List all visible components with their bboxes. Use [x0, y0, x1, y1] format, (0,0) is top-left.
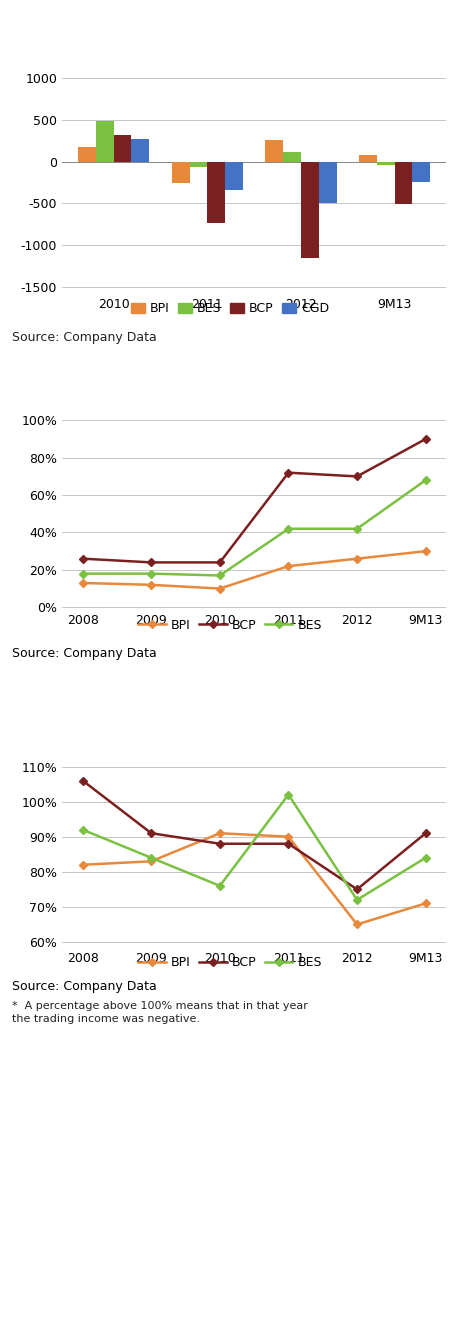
Bar	[113, 135, 131, 162]
Text: Source: Company Data: Source: Company Data	[11, 980, 156, 993]
Bar	[131, 139, 149, 162]
Bar	[412, 162, 429, 182]
Bar	[95, 120, 113, 162]
Text: Source: Company Data: Source: Company Data	[11, 330, 156, 344]
Bar	[394, 162, 412, 205]
Bar	[376, 162, 394, 164]
Legend: BPI, BES, BCP, CGD: BPI, BES, BCP, CGD	[126, 298, 333, 321]
Bar	[78, 147, 95, 162]
Text: Source: Company Data: Source: Company Data	[11, 647, 156, 659]
Legend: BPI, BCP, BES: BPI, BCP, BES	[133, 952, 326, 975]
Bar	[224, 162, 242, 190]
Bar	[189, 162, 207, 167]
Bar	[171, 162, 189, 182]
Bar	[300, 162, 318, 258]
Legend: BPI, BCP, BES: BPI, BCP, BES	[133, 614, 326, 636]
Bar	[265, 139, 283, 162]
Text: Figure 22 – Net interest income
and  Commission  and  fees
income (% Banking Inc: Figure 22 – Net interest income and Comm…	[11, 681, 297, 731]
Bar	[207, 162, 224, 222]
Bar	[358, 155, 376, 162]
Bar	[283, 152, 300, 162]
Bar	[318, 162, 336, 202]
Text: Figure 21 – Credit Provision and
Impairments (% Banking Income): Figure 21 – Credit Provision and Impairm…	[11, 364, 312, 396]
Text: Figure  20  –  Net  Income
portuguese banks: Figure 20 – Net Income portuguese banks	[11, 17, 242, 49]
Text: Figure  23  –  Portuguese  banks
Trading Income: Figure 23 – Portuguese banks Trading Inc…	[11, 1163, 302, 1197]
Text: *  A percentage above 100% means that in that year
the trading income was negati: * A percentage above 100% means that in …	[11, 1001, 307, 1024]
